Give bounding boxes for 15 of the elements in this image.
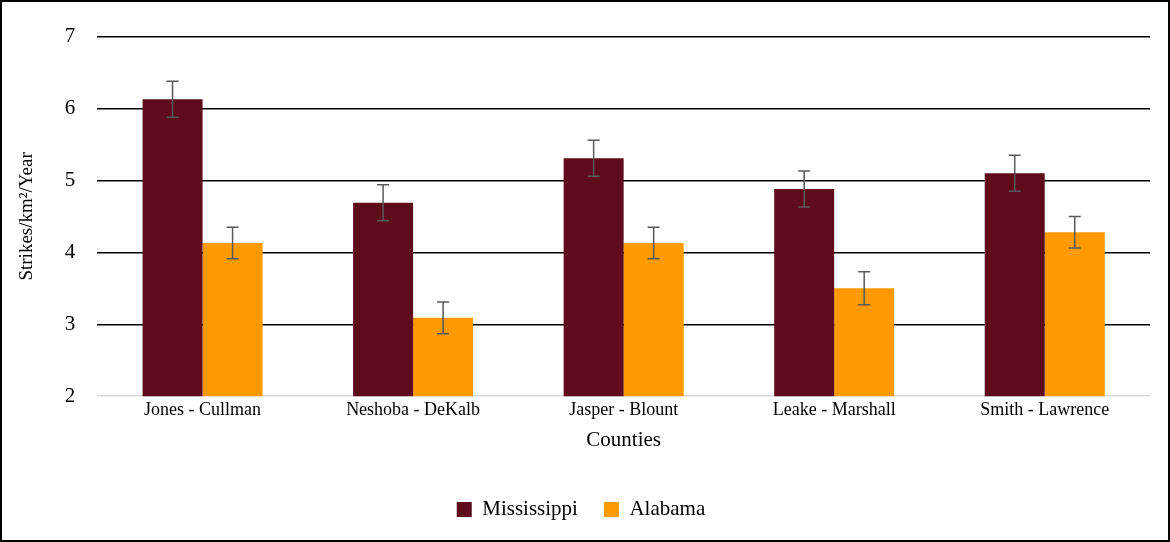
x-tick-label: Smith - Lawrence [980,398,1110,419]
legend-label: Alabama [629,496,706,521]
y-axis-title: Strikes/km²/Year [15,151,37,281]
x-tick-label: Jasper - Blount [569,398,679,419]
legend-label: Mississippi [482,496,579,521]
x-tick-label: Jones - Cullman [144,398,262,419]
y-tick-label: 6 [64,95,76,120]
x-tick-label: Neshoba - DeKalb [346,398,481,419]
y-tick-label: 7 [64,23,76,48]
y-tick-label: 3 [64,310,76,335]
y-tick-label: 5 [64,166,76,191]
y-tick-label: 2 [64,382,76,407]
x-tick-label: Leake - Marshall [772,398,896,419]
x-axis-title: Counties [586,426,661,451]
y-tick-label: 4 [64,238,76,263]
